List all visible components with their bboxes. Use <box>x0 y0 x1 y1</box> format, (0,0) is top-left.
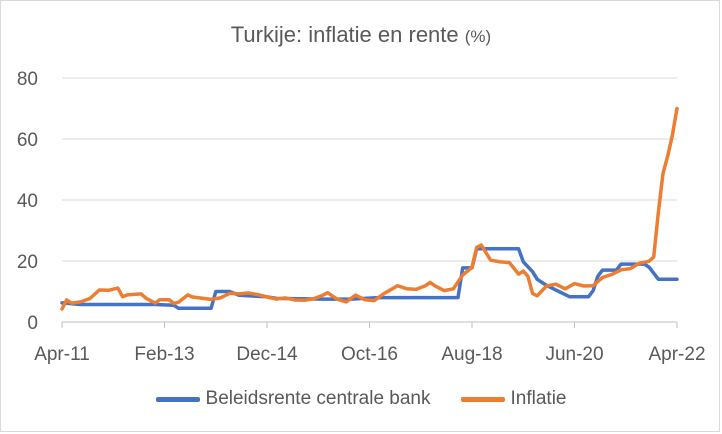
x-tick-label-5: Jun-20 <box>545 344 603 365</box>
y-tick-label-20: 20 <box>17 252 38 273</box>
x-tick-label-1: Feb-13 <box>134 344 194 365</box>
x-axis: Apr-11 Feb-13 Dec-14 Oct-16 Aug-18 Jun-20 Apr-… <box>34 321 706 365</box>
y-tick-label-80: 80 <box>17 69 38 90</box>
x-tick-label-0: Apr-11 <box>34 344 90 365</box>
gridlines <box>62 77 677 262</box>
y-tick-label-0: 0 <box>27 313 38 334</box>
x-tick-label-4: Aug-18 <box>441 344 502 365</box>
legend: Beleidsrente centrale bank Inflatie <box>0 388 722 410</box>
chart-title-unit: (%) <box>464 27 492 46</box>
x-tick-label-2: Dec-14 <box>236 344 298 365</box>
legend-swatch-inflatie <box>460 396 505 402</box>
y-tick-label-40: 40 <box>17 191 38 212</box>
legend-label-inflatie: Inflatie <box>510 388 567 409</box>
y-tick-label-60: 60 <box>17 130 38 151</box>
legend-item-inflatie: Inflatie <box>460 388 567 410</box>
x-tick-label-3: Oct-16 <box>341 344 398 365</box>
legend-swatch-beleidsrente <box>155 396 200 402</box>
y-axis-ticks: 0 20 40 60 80 <box>17 69 38 334</box>
legend-label-beleidsrente: Beleidsrente centrale bank <box>205 388 431 409</box>
x-tick-label-6: Apr-22 <box>648 344 705 365</box>
legend-item-beleidsrente: Beleidsrente centrale bank <box>155 388 431 410</box>
series-line-inflatie <box>60 106 679 311</box>
series-lines <box>60 106 679 311</box>
chart-title-text: Turkije: inflatie en rente <box>230 22 459 47</box>
chart-title: Turkije: inflatie en rente (%) <box>0 22 722 48</box>
